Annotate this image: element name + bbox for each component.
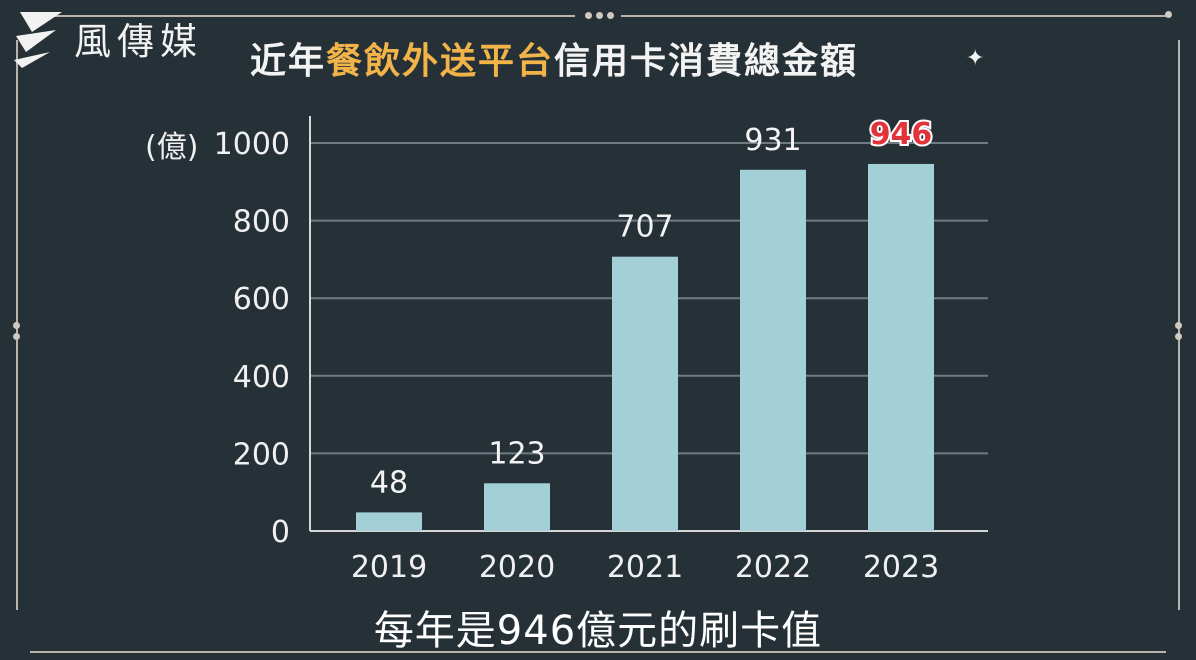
frame-bottom-line [30,651,1166,653]
bar-value-label: 946 [870,117,933,152]
chart-title: 近年餐飲外送平台信用卡消費總金額 [250,32,858,84]
frame-right-ornament [1175,333,1182,340]
y-tick-label: 200 [233,437,290,472]
video-caption: 每年是946億元的刷卡值 [373,608,823,654]
x-tick-label: 2023 [863,550,939,585]
title-prefix: 近年 [250,41,327,82]
storm-media-logo-icon [14,12,62,68]
bar [868,163,934,531]
y-axis-unit-label: (億) [145,130,199,165]
bar [356,512,422,531]
brand-logo: 風傳媒 [10,8,203,68]
y-tick-label: 0 [271,515,290,550]
bar [612,256,678,531]
sparkle-icon: ✦ [966,46,985,71]
title-highlight: 餐飲外送平台 [326,41,555,82]
bar-value-label: 123 [488,436,545,471]
x-tick-label: 2019 [351,550,427,585]
frame-top-left-line [30,15,575,17]
brand-name: 風傳媒 [74,20,203,63]
y-tick-label: 800 [233,205,290,240]
bar-value-label: 707 [616,210,673,245]
frame-right-ornament [1175,322,1182,329]
frame-top-right-line [621,15,1166,17]
title-suffix: 信用卡消費總金額 [554,41,859,82]
frame-left-ornament [13,333,20,340]
y-tick-label: 400 [233,360,290,395]
frame-top-ornament [585,12,592,19]
frame-corner-ornament [1165,11,1172,18]
x-tick-label: 2021 [607,550,683,585]
bar [740,169,806,531]
x-tick-label: 2020 [479,550,555,585]
bar-value-label: 931 [744,123,801,158]
bar-value-label: 48 [370,465,408,500]
frame-top-ornament [596,12,603,19]
frame-left-ornament [13,322,20,329]
bar [484,483,550,531]
x-tick-label: 2022 [735,550,811,585]
frame-top-ornament [607,12,614,19]
y-tick-label: 1000 [214,127,290,162]
y-tick-label: 600 [233,282,290,317]
